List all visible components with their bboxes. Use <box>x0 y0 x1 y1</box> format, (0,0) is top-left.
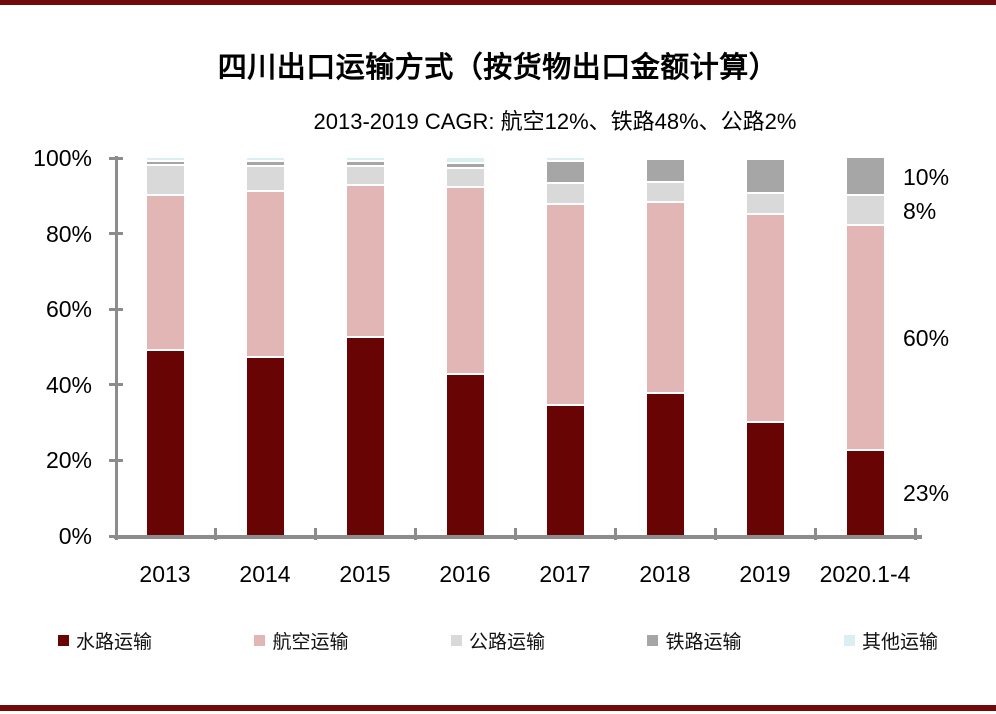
legend-swatch-其他运输 <box>843 635 855 646</box>
x-axis-label: 2013 <box>139 561 191 587</box>
bar-segment-其他运输-2014 <box>246 158 284 162</box>
bar-segment-航空运输-2020.1-4 <box>846 226 884 451</box>
bar-segment-铁路运输-2020.1-4 <box>846 158 884 196</box>
bar-segment-铁路运输-2017 <box>546 161 584 185</box>
bar-segment-水路运输-2015 <box>346 337 384 536</box>
y-axis-tick <box>109 458 123 462</box>
bar-segment-公路运输-2014 <box>246 167 284 192</box>
legend-label: 水路运输 <box>76 632 153 653</box>
bar-segment-航空运输-2016 <box>446 188 484 376</box>
bar-segment-水路运输-2020.1-4 <box>846 450 884 536</box>
chart: 0% 20% 40% 60% 80% 100% 2013 2014 2015 2016 2017 2… <box>0 140 996 600</box>
chart-subtitle: 2013-2019 CAGR: 航空12%、铁路48%、公路2% <box>313 109 797 134</box>
bar-segment-铁路运输-2014 <box>246 161 284 168</box>
bar-segment-水路运输-2019 <box>746 422 784 536</box>
bar-segment-铁路运输-2015 <box>346 161 384 168</box>
y-axis-label: 0% <box>58 523 92 549</box>
bar-segment-其他运输-2018 <box>646 158 684 160</box>
bar-segment-航空运输-2013 <box>146 195 184 351</box>
legend-item-公路运输: 公路运输 <box>450 627 545 654</box>
bar-segment-航空运输-2019 <box>746 214 784 423</box>
legend-swatch-航空运输 <box>254 635 266 646</box>
bar-segment-航空运输-2014 <box>246 192 284 359</box>
x-axis-label: 2020.1-4 <box>819 561 911 587</box>
x-axis-label: 2017 <box>539 561 591 587</box>
chart-title: 四川出口运输方式（按货物出口金额计算） <box>217 52 779 84</box>
x-axis-label: 2015 <box>339 561 391 587</box>
y-axis-tick <box>109 383 123 387</box>
x-axis-line <box>114 535 922 539</box>
bar-segment-铁路运输-2013 <box>146 161 184 166</box>
y-axis-line <box>115 156 118 540</box>
annotation-23%: 23% <box>903 480 950 507</box>
bar-segment-其他运输-2017 <box>546 158 584 162</box>
legend-label: 航空运输 <box>272 632 349 653</box>
bar-segment-航空运输-2015 <box>346 186 384 338</box>
x-axis-tick <box>513 528 517 540</box>
x-axis-label: 2019 <box>739 561 791 587</box>
bar-segment-其他运输-2013 <box>146 158 184 162</box>
x-axis-tick <box>613 528 617 540</box>
legend-item-航空运输: 航空运输 <box>254 627 349 654</box>
bar-segment-公路运输-2017 <box>546 184 584 206</box>
y-axis-label: 80% <box>45 220 92 247</box>
bar-segment-公路运输-2013 <box>146 165 184 196</box>
bottom-accent-band <box>0 705 996 711</box>
y-axis-tick <box>109 156 123 160</box>
x-axis-label: 2014 <box>239 561 291 587</box>
x-axis-tick <box>413 528 417 540</box>
bar-segment-公路运输-2019 <box>746 193 784 215</box>
legend-item-水路运输: 水路运输 <box>58 627 152 654</box>
legend-label: 其他运输 <box>861 632 938 653</box>
top-accent-band <box>0 0 996 5</box>
legend-swatch-铁路运输 <box>647 635 659 646</box>
annotation-10%: 10% <box>903 163 950 190</box>
annotation-60%: 60% <box>903 325 950 352</box>
bar-segment-航空运输-2017 <box>546 205 584 406</box>
x-axis-tick <box>813 528 817 540</box>
bar-segment-公路运输-2015 <box>346 167 384 187</box>
x-axis-tick <box>913 528 917 540</box>
bar-segment-公路运输-2018 <box>646 182 684 204</box>
legend-swatch-水路运输 <box>58 635 69 646</box>
legend-item-铁路运输: 铁路运输 <box>647 627 741 654</box>
x-axis-label: 2016 <box>439 561 491 587</box>
x-axis-tick <box>213 528 217 540</box>
legend-label: 公路运输 <box>468 632 545 653</box>
y-axis-tick <box>109 232 123 236</box>
bar-segment-公路运输-2016 <box>446 169 484 189</box>
bar-segment-铁路运输-2018 <box>646 159 684 183</box>
bar-segment-航空运输-2018 <box>646 203 684 395</box>
y-axis-tick <box>109 307 123 311</box>
y-axis-label: 60% <box>45 296 92 323</box>
annotation-8%: 8% <box>903 197 937 224</box>
y-axis-label: 100% <box>33 145 92 171</box>
bar-segment-其他运输-2016 <box>446 158 484 164</box>
x-axis-tick <box>313 528 317 540</box>
bar-segment-铁路运输-2019 <box>746 159 784 194</box>
bar-segment-水路运输-2013 <box>146 350 184 536</box>
bar-segment-水路运输-2016 <box>446 375 484 536</box>
legend-swatch-公路运输 <box>450 635 462 646</box>
bar-segment-其他运输-2015 <box>346 158 384 162</box>
bar-segment-水路运输-2017 <box>546 405 584 536</box>
x-axis-tick <box>713 528 717 540</box>
legend-label: 铁路运输 <box>665 632 742 653</box>
y-axis-label: 20% <box>45 447 92 474</box>
legend: 水路运输 航空运输 公路运输 铁路运输 其他运输 <box>58 627 938 654</box>
bar-segment-水路运输-2018 <box>646 394 684 536</box>
y-axis-label: 40% <box>45 371 92 398</box>
bar-segment-其他运输-2019 <box>746 158 784 160</box>
x-axis-label: 2018 <box>639 561 691 587</box>
bar-segment-公路运输-2020.1-4 <box>846 195 884 227</box>
bar-segment-铁路运输-2016 <box>446 163 484 170</box>
legend-item-其他运输: 其他运输 <box>843 627 938 654</box>
bar-segment-水路运输-2014 <box>246 358 284 536</box>
